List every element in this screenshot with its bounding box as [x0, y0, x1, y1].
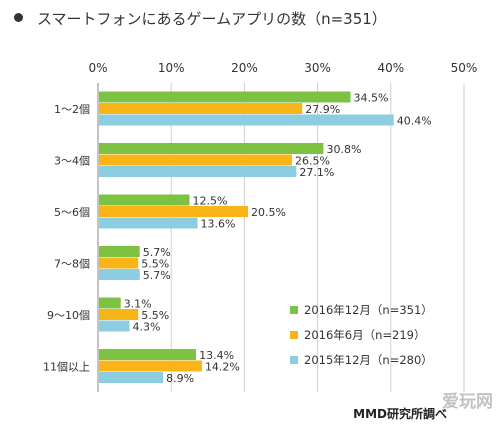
value-label-5-0: 13.4% — [199, 349, 234, 362]
bar-2-1 — [99, 206, 249, 217]
value-label-4-1: 5.5% — [141, 309, 169, 322]
bar-0-0 — [99, 91, 351, 103]
bar-5-2 — [99, 372, 164, 383]
bar-5-1 — [99, 360, 202, 372]
bar-4-2 — [99, 320, 130, 332]
bar-3-2 — [99, 269, 140, 280]
bar-4-1 — [99, 309, 139, 320]
watermark-logo: 爱玩网 — [442, 392, 493, 412]
chart-title-text: スマートフォンにあるゲームアプリの数（n=351） — [37, 10, 387, 28]
category-label-2: 5〜6個 — [54, 206, 90, 219]
value-label-2-2: 13.6% — [201, 218, 236, 231]
category-label-4: 9〜10個 — [47, 309, 90, 322]
value-label-4-2: 4.3% — [132, 321, 160, 334]
bar-1-0 — [99, 143, 324, 154]
bar-5-0 — [99, 349, 197, 360]
x-tick-label-5: 50% — [451, 61, 478, 75]
value-label-0-0: 34.5% — [354, 92, 389, 105]
category-label-5: 11個以上 — [43, 360, 90, 373]
bar-0-2 — [99, 114, 394, 126]
chart-title: スマートフォンにあるゲームアプリの数（n=351） — [14, 8, 387, 29]
legend-swatch-2 — [290, 356, 298, 364]
category-label-0: 1〜2個 — [54, 103, 90, 116]
value-label-0-1: 27.9% — [305, 103, 340, 116]
x-tick-label-1: 10% — [158, 61, 185, 75]
x-tick-label-2: 20% — [231, 61, 258, 75]
value-label-4-0: 3.1% — [124, 298, 152, 311]
title-bullet-icon — [14, 13, 23, 22]
legend-label-1: 2016年6月（n=219） — [304, 328, 425, 342]
value-label-3-0: 5.7% — [143, 246, 171, 259]
value-label-3-1: 5.5% — [141, 258, 169, 271]
bar-2-2 — [99, 217, 198, 229]
value-label-5-2: 8.9% — [166, 372, 194, 385]
value-label-1-2: 27.1% — [299, 166, 334, 179]
bar-4-0 — [99, 297, 121, 309]
bar-2-0 — [99, 194, 190, 206]
category-label-3: 7〜8個 — [54, 257, 90, 270]
bar-3-1 — [99, 257, 139, 269]
bar-0-1 — [99, 103, 303, 114]
value-label-0-2: 40.4% — [397, 115, 432, 128]
value-label-5-1: 14.2% — [205, 361, 240, 374]
legend-swatch-0 — [290, 306, 298, 314]
bar-3-0 — [99, 246, 140, 257]
bar-1-2 — [99, 166, 297, 177]
x-tick-label-4: 40% — [377, 61, 404, 75]
category-label-1: 3〜4個 — [54, 154, 90, 167]
bar-1-1 — [99, 154, 292, 166]
value-label-1-0: 30.8% — [326, 143, 361, 156]
value-label-2-1: 20.5% — [251, 206, 286, 219]
value-label-3-2: 5.7% — [143, 269, 171, 282]
value-label-2-0: 12.5% — [193, 195, 228, 208]
legend-label-0: 2016年12月（n=351） — [304, 303, 433, 317]
legend-swatch-1 — [290, 331, 298, 339]
legend-label-2: 2015年12月（n=280） — [304, 353, 433, 367]
source-credit: MMD研究所調べ — [353, 407, 447, 421]
x-tick-label-3: 30% — [304, 61, 331, 75]
value-label-1-1: 26.5% — [295, 155, 330, 168]
x-tick-label-0: 0% — [88, 61, 107, 75]
